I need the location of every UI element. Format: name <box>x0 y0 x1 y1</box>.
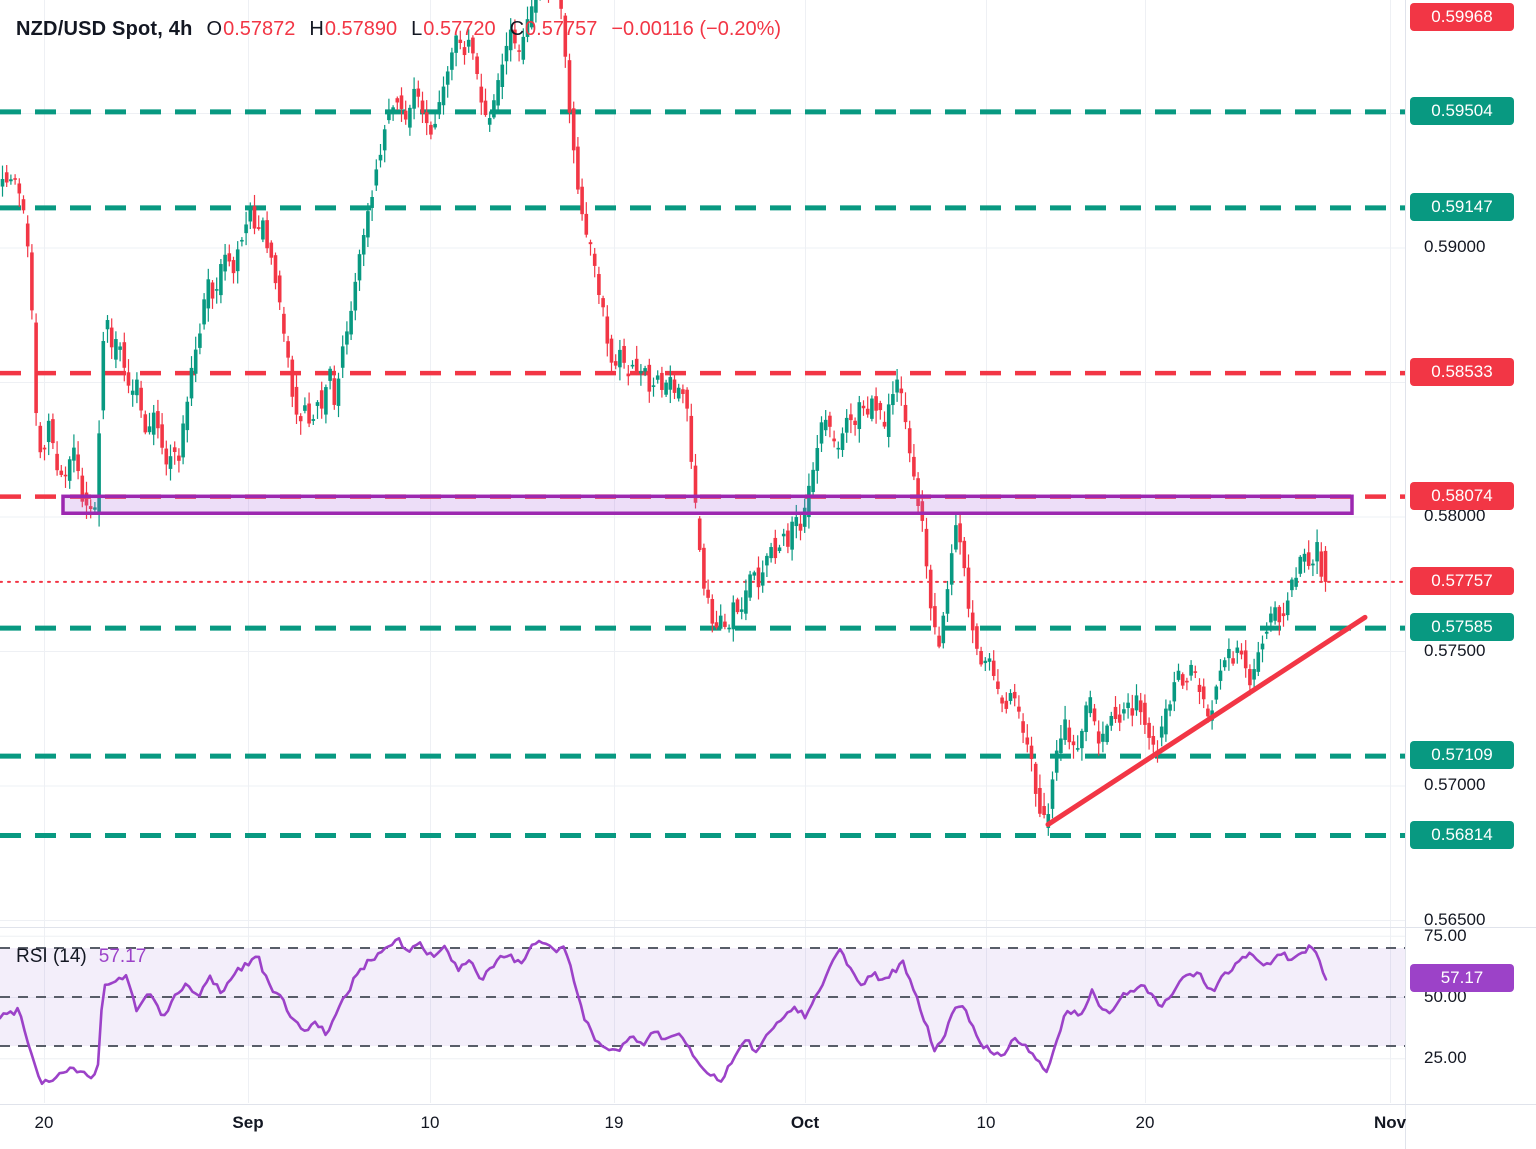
ohlc-high: H 0.57890 <box>309 18 397 41</box>
ohlc-open-value: 0.57872 <box>223 18 296 40</box>
time-tick-label: 20 <box>34 1113 54 1132</box>
rsi-indicator-label: RSI (14) 57.17 <box>16 946 146 968</box>
ohlc-high-label: H <box>309 18 324 40</box>
price-level-badge[interactable]: 0.57585 <box>1410 613 1514 642</box>
supply-zone-rectangle[interactable] <box>61 494 1354 516</box>
ohlc-low-label: L <box>411 18 423 40</box>
time-tick-label: Oct <box>790 1113 820 1132</box>
price-change: −0.00116 (−0.20%) <box>611 18 782 40</box>
ohlc-low-value: 0.57720 <box>423 18 496 40</box>
ohlc-close-value: 0.57757 <box>525 18 598 40</box>
ohlc-open: O 0.57872 <box>207 18 296 41</box>
time-tick-label: 20 <box>1135 1113 1155 1132</box>
ohlc-high-value: 0.57890 <box>324 18 398 40</box>
ohlc-open-label: O <box>206 18 223 40</box>
ohlc-low: L 0.57720 <box>411 18 495 41</box>
price-tick-label: 0.57500 <box>1424 640 1486 660</box>
price-level-badge[interactable]: 0.59968 <box>1410 3 1514 31</box>
price-tick-label: 0.58000 <box>1424 506 1486 526</box>
rsi-value-badge[interactable]: 57.17 <box>1410 964 1514 993</box>
price-tick-label: 0.59000 <box>1424 237 1486 257</box>
time-tick-label: 19 <box>604 1113 624 1132</box>
time-tick-label: 10 <box>420 1113 440 1132</box>
time-tick-label: 10 <box>976 1113 996 1132</box>
price-level-badge[interactable]: 0.58533 <box>1410 358 1514 387</box>
rsi-line[interactable] <box>0 936 1328 1086</box>
price-axis[interactable]: 0.59000 0.58000 0.57500 0.57000 0.56500 75.00… <box>1406 0 1536 1149</box>
price-level-badge[interactable]: 0.59504 <box>1410 96 1514 125</box>
price-tick-label: 0.56500 <box>1424 909 1486 929</box>
candlestick-series[interactable] <box>0 0 1328 836</box>
rsi-value: 57.17 <box>98 946 147 967</box>
time-tick-label: Nov <box>1373 1113 1407 1132</box>
symbol-title: NZD/USD Spot, 4h <box>16 18 193 40</box>
price-tick-label: 0.57000 <box>1424 775 1486 795</box>
time-tick-label: Sep <box>232 1113 264 1132</box>
ohlc-close: C 0.57757 <box>510 18 598 41</box>
price-level-badge[interactable]: 0.56814 <box>1410 820 1514 849</box>
rsi-tick-label: 75.00 <box>1424 925 1467 945</box>
rsi-label: RSI (14) <box>16 946 87 967</box>
ohlc-close-label: C <box>509 18 525 40</box>
price-level-badge[interactable]: 0.57109 <box>1410 741 1514 770</box>
rsi-tick-label: 25.00 <box>1424 1048 1467 1068</box>
time-axis[interactable]: 20 Sep 10 19 Oct 10 20 Nov <box>0 1104 1407 1149</box>
current-price-badge[interactable]: 0.57757 <box>1410 566 1514 595</box>
symbol-info-bar: NZD/USD Spot, 4h O 0.57872 H 0.57890 L 0.57… <box>16 18 781 41</box>
price-level-badge[interactable]: 0.59147 <box>1410 192 1514 221</box>
trend-line[interactable] <box>1045 614 1368 827</box>
price-level-badge[interactable]: 0.58074 <box>1410 481 1514 510</box>
